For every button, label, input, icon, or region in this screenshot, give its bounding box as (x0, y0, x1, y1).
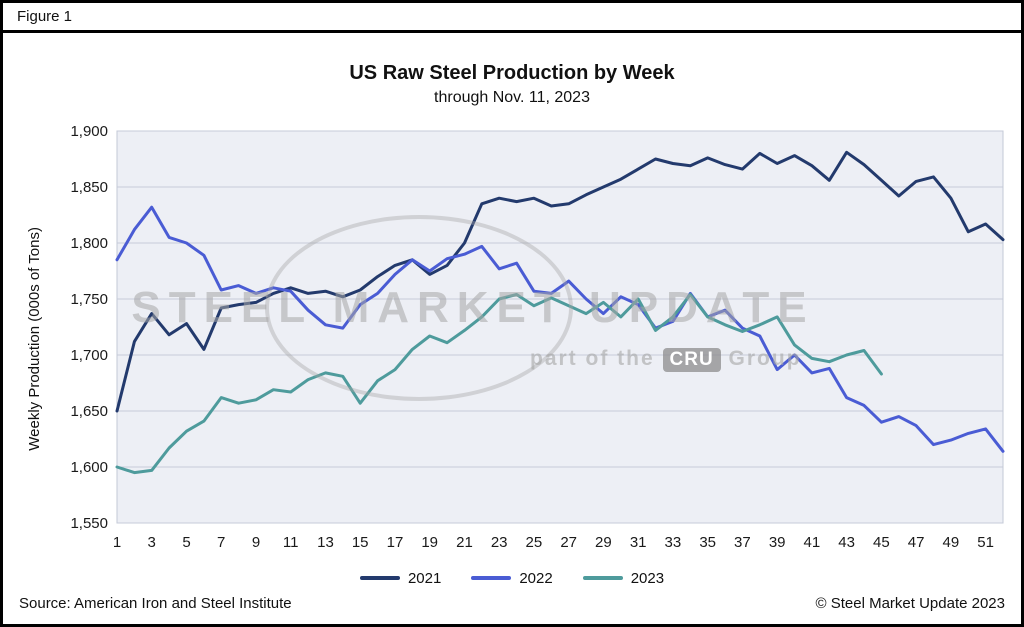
legend-swatch-2022 (471, 576, 512, 580)
svg-text:1: 1 (113, 534, 121, 551)
svg-text:25: 25 (526, 534, 543, 551)
copyright-text: © Steel Market Update 2023 (815, 595, 1006, 612)
y-axis-label-wrap: Weekly Production (000s of Tons) (13, 119, 55, 559)
svg-text:45: 45 (873, 534, 890, 551)
chart-area: Weekly Production (000s of Tons) 1,550 1,… (3, 119, 1021, 559)
chart-subtitle: through Nov. 11, 2023 (434, 89, 590, 106)
svg-text:1,750: 1,750 (70, 291, 108, 308)
svg-text:1,900: 1,900 (70, 123, 108, 140)
svg-text:39: 39 (769, 534, 786, 551)
figure-label: Figure 1 (17, 8, 73, 25)
svg-text:27: 27 (560, 534, 577, 551)
y-axis-label: Weekly Production (000s of Tons) (25, 227, 43, 451)
svg-text:1,650: 1,650 (70, 403, 108, 420)
chart-canvas: 1,550 1,600 1,650 1,700 1,750 1,800 1,850 1,900… (70, 123, 1005, 551)
legend: 2021 2022 2023 (3, 567, 1021, 589)
legend-item-2021: 2021 (359, 569, 442, 587)
legend-swatch-2021 (359, 576, 400, 580)
svg-text:1,600: 1,600 (70, 459, 108, 476)
svg-text:1,800: 1,800 (70, 235, 108, 252)
footer: Source: American Iron and Steel Institut… (3, 589, 1021, 612)
svg-text:37: 37 (734, 534, 751, 551)
title-block: US Raw Steel Production by Week through … (3, 33, 1021, 107)
legend-swatch-2023 (582, 576, 623, 580)
svg-text:9: 9 (252, 534, 260, 551)
svg-text:1,550: 1,550 (70, 515, 108, 532)
chart-title: US Raw Steel Production by Week (349, 62, 675, 84)
svg-text:41: 41 (804, 534, 821, 551)
figure-header: Figure 1 (3, 3, 1021, 33)
legend-label-2021: 2021 (407, 569, 442, 587)
svg-text:51: 51 (977, 534, 994, 551)
svg-text:13: 13 (317, 534, 334, 551)
legend-label-2022: 2022 (519, 569, 553, 587)
legend-label-2023: 2023 (630, 569, 665, 587)
svg-text:7: 7 (217, 534, 225, 551)
svg-text:31: 31 (630, 534, 647, 551)
svg-text:21: 21 (456, 534, 473, 551)
source-text: Source: American Iron and Steel Institut… (19, 595, 292, 612)
svg-text:43: 43 (838, 534, 855, 551)
svg-text:1,850: 1,850 (70, 179, 108, 196)
svg-text:15: 15 (352, 534, 369, 551)
svg-text:3: 3 (148, 534, 156, 551)
svg-text:17: 17 (387, 534, 404, 551)
svg-text:1,700: 1,700 (70, 347, 108, 364)
svg-text:47: 47 (908, 534, 925, 551)
svg-text:23: 23 (491, 534, 508, 551)
svg-text:19: 19 (421, 534, 438, 551)
legend-item-2023: 2023 (582, 569, 665, 587)
svg-text:49: 49 (943, 534, 960, 551)
svg-text:11: 11 (283, 534, 299, 551)
legend-item-2022: 2022 (471, 569, 553, 587)
svg-text:5: 5 (182, 534, 190, 551)
svg-text:29: 29 (595, 534, 612, 551)
svg-text:33: 33 (665, 534, 682, 551)
svg-text:35: 35 (699, 534, 716, 551)
